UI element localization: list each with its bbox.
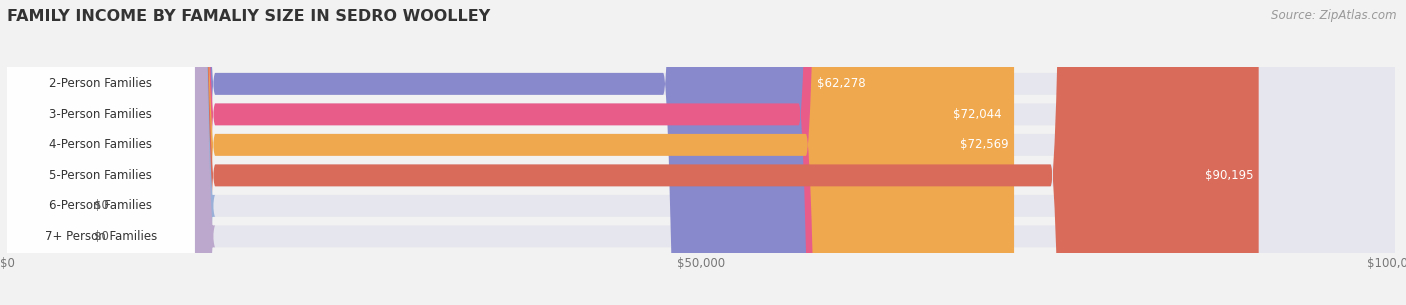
Text: $72,044: $72,044 [953, 108, 1001, 121]
FancyBboxPatch shape [7, 0, 194, 305]
Text: 7+ Person Families: 7+ Person Families [45, 230, 157, 243]
FancyBboxPatch shape [7, 0, 1395, 305]
FancyBboxPatch shape [7, 0, 1007, 305]
Text: 3-Person Families: 3-Person Families [49, 108, 152, 121]
Text: 5-Person Families: 5-Person Families [49, 169, 152, 182]
FancyBboxPatch shape [7, 0, 1395, 305]
Text: $0: $0 [94, 199, 110, 212]
Text: $62,278: $62,278 [817, 77, 866, 90]
FancyBboxPatch shape [0, 0, 215, 305]
FancyBboxPatch shape [7, 0, 194, 305]
FancyBboxPatch shape [7, 0, 1395, 305]
FancyBboxPatch shape [7, 0, 1258, 305]
Text: Source: ZipAtlas.com: Source: ZipAtlas.com [1271, 9, 1396, 22]
FancyBboxPatch shape [7, 0, 194, 305]
Text: FAMILY INCOME BY FAMALIY SIZE IN SEDRO WOOLLEY: FAMILY INCOME BY FAMALIY SIZE IN SEDRO W… [7, 9, 491, 24]
FancyBboxPatch shape [0, 0, 215, 305]
FancyBboxPatch shape [7, 0, 194, 305]
Text: $90,195: $90,195 [1205, 169, 1253, 182]
FancyBboxPatch shape [7, 0, 194, 305]
Text: $72,569: $72,569 [960, 138, 1008, 151]
FancyBboxPatch shape [7, 0, 194, 305]
FancyBboxPatch shape [7, 0, 1395, 305]
Text: $0: $0 [94, 230, 110, 243]
FancyBboxPatch shape [7, 0, 1395, 305]
FancyBboxPatch shape [7, 0, 872, 305]
Text: 6-Person Families: 6-Person Families [49, 199, 152, 212]
Text: 4-Person Families: 4-Person Families [49, 138, 152, 151]
FancyBboxPatch shape [7, 0, 1395, 305]
FancyBboxPatch shape [7, 0, 1014, 305]
Text: 2-Person Families: 2-Person Families [49, 77, 152, 90]
